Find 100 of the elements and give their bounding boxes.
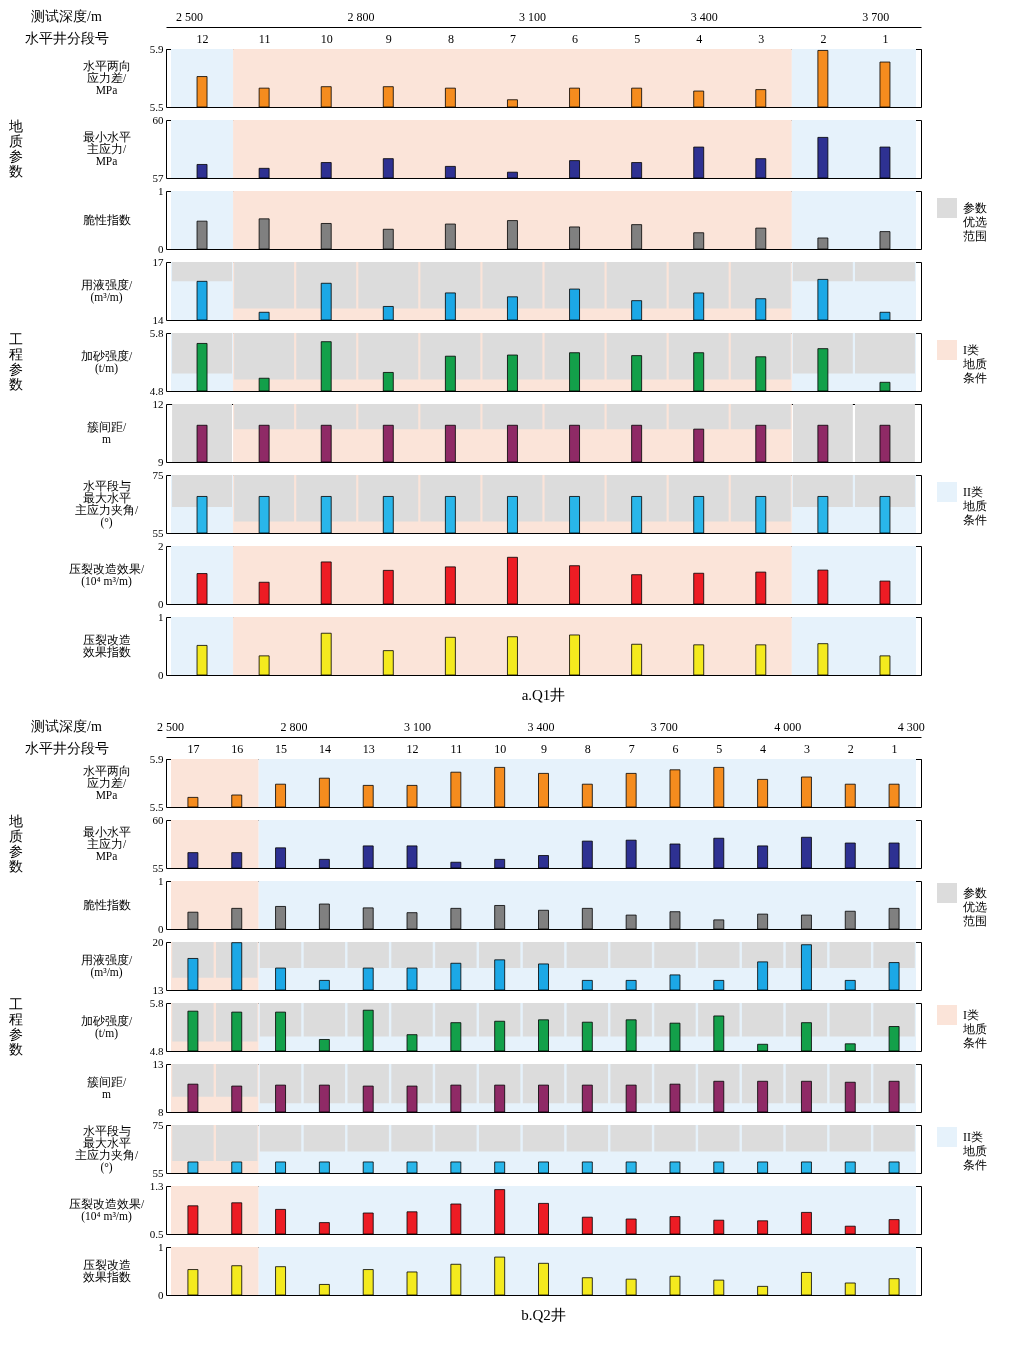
y-tick-label: 57 (152, 171, 164, 184)
x-tick-label: 10 (320, 31, 333, 46)
text: b.Q2井 (521, 1307, 566, 1323)
legend-label: 参数优选范围 (963, 201, 987, 243)
y-tick-label: 1 (158, 1240, 164, 1253)
y-tick-label: 2 (158, 539, 164, 552)
y-axis-title: 脆性指数 (82, 898, 131, 911)
y-tick-label: 13 (152, 1057, 164, 1070)
x-tick-label: 10 (494, 741, 507, 756)
y-tick-label: 8 (158, 1105, 164, 1118)
x2-tick-label: 4 000 (774, 719, 802, 734)
legend-label: II类地质条件 (962, 485, 987, 527)
y-tick-label: 75 (152, 468, 164, 481)
text: a.Q1井 (521, 687, 566, 703)
y-axis-title: 簇间距/m (86, 1075, 127, 1100)
y-axis-title: 最小水平主应力/MPa (82, 825, 131, 862)
x2-tick-label: 3 400 (690, 9, 718, 24)
text: 地质参数 (8, 118, 23, 179)
y-tick-label: 4.8 (149, 1044, 164, 1057)
y-axis-title: 用液强度/(m³/m) (80, 277, 133, 304)
y-tick-label: 9 (158, 455, 164, 468)
x-tick-label: 3 (803, 741, 810, 756)
y-tick-label: 60 (152, 813, 164, 826)
y-tick-label: 0 (158, 597, 164, 610)
y-tick-label: 55 (152, 861, 164, 874)
y-tick-label: 0 (158, 242, 164, 255)
y-tick-label: 12 (152, 397, 164, 410)
x2-tick-label: 3 700 (862, 9, 890, 24)
y-tick-label: 75 (152, 1118, 164, 1131)
x2-tick-label: 3 700 (650, 719, 678, 734)
x2-tick-label: 2 500 (175, 9, 203, 24)
x-tick-label: 5 (634, 31, 641, 46)
text: 工程参数 (9, 996, 23, 1057)
x2-tick-label: 3 100 (519, 9, 547, 24)
x2-tick-label: 3 400 (527, 719, 555, 734)
y-tick-label: 0 (158, 1288, 164, 1301)
x-tick-label: 11 (450, 741, 463, 756)
legend-label: 参数优选范围 (963, 886, 987, 928)
y-tick-label: 0 (158, 668, 164, 681)
x-tick-label: 4 (696, 31, 703, 46)
x-tick-label: 13 (362, 741, 375, 756)
y-axis-title: 最小水平主应力/MPa (82, 130, 131, 167)
x-tick-label: 2 (847, 741, 854, 756)
legend-label: I类地质条件 (962, 1008, 987, 1050)
y-axis-title: 水平两向应力差/MPa (82, 59, 131, 96)
x2-tick-label: 3 100 (403, 719, 431, 734)
x-tick-label: 7 (509, 31, 516, 46)
x2-tick-label: 4 300 (897, 719, 925, 734)
x-tick-label: 6 (672, 741, 679, 756)
x-tick-label: 4 (760, 741, 767, 756)
y-axis-title: 压裂改造效果指数 (82, 1258, 131, 1283)
x-tick-label: 14 (318, 741, 331, 756)
y-axis-title: 加砂强度/(t/m) (80, 1013, 133, 1040)
x-tick-label: 17 (187, 741, 200, 756)
x-axis-title: 水平井分段号 (24, 30, 109, 46)
y-tick-label: 1 (158, 610, 164, 623)
x-tick-label: 1 (891, 741, 898, 756)
x-tick-label: 6 (572, 31, 579, 46)
x-tick-label: 15 (275, 741, 288, 756)
y-tick-label: 5.9 (149, 752, 164, 765)
x-tick-label: 12 (196, 31, 209, 46)
y-tick-label: 5.5 (149, 100, 164, 113)
y-tick-label: 1 (158, 874, 164, 887)
y-tick-label: 5.5 (149, 800, 164, 813)
text: 工程参数 (9, 331, 23, 392)
y-tick-label: 4.8 (149, 384, 164, 397)
legend-label: II类地质条件 (962, 1130, 987, 1172)
y-tick-label: 60 (152, 113, 164, 126)
x-tick-label: 3 (758, 31, 765, 46)
x2-tick-label: 2 500 (157, 719, 185, 734)
y-tick-label: 55 (152, 526, 164, 539)
y-axis-title: 簇间距/m (86, 420, 127, 445)
x-tick-label: 1 (882, 31, 889, 46)
y-tick-label: 17 (152, 255, 164, 268)
x-tick-label: 8 (584, 741, 591, 756)
y-axis-title: 水平段与最大水平主应力夹角/(°) (74, 1124, 139, 1174)
y-tick-label: 5.8 (149, 326, 164, 339)
y-axis-title: 压裂改造效果/(10⁴ m³/m) (68, 1197, 145, 1223)
y-tick-label: 1 (158, 184, 164, 197)
legend-label: I类地质条件 (962, 343, 987, 385)
x-tick-label: 9 (385, 31, 392, 46)
x-tick-label: 16 (231, 741, 244, 756)
y-tick-label: 0 (158, 922, 164, 935)
y-tick-label: 5.8 (149, 996, 164, 1009)
text: 地质参数 (8, 813, 23, 874)
y-tick-label: 14 (152, 313, 164, 326)
y-tick-label: 0.5 (149, 1227, 164, 1240)
x2-axis-title: 测试深度/m (31, 718, 102, 734)
x2-axis-title: 测试深度/m (31, 8, 102, 24)
y-axis-title: 用液强度/(m³/m) (80, 952, 133, 979)
x-tick-label: 8 (447, 31, 454, 46)
y-axis-title: 水平两向应力差/MPa (82, 764, 131, 801)
y-tick-label: 5.9 (149, 42, 164, 55)
y-tick-label: 1.3 (149, 1179, 164, 1192)
x-tick-label: 2 (820, 31, 827, 46)
x2-tick-label: 2 800 (280, 719, 308, 734)
y-axis-title: 水平段与最大水平主应力夹角/(°) (74, 479, 139, 529)
x-tick-label: 12 (406, 741, 419, 756)
x2-tick-label: 2 800 (347, 9, 375, 24)
x-axis-title: 水平井分段号 (24, 740, 109, 756)
